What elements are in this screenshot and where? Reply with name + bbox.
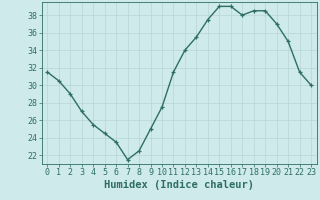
X-axis label: Humidex (Indice chaleur): Humidex (Indice chaleur) — [104, 180, 254, 190]
